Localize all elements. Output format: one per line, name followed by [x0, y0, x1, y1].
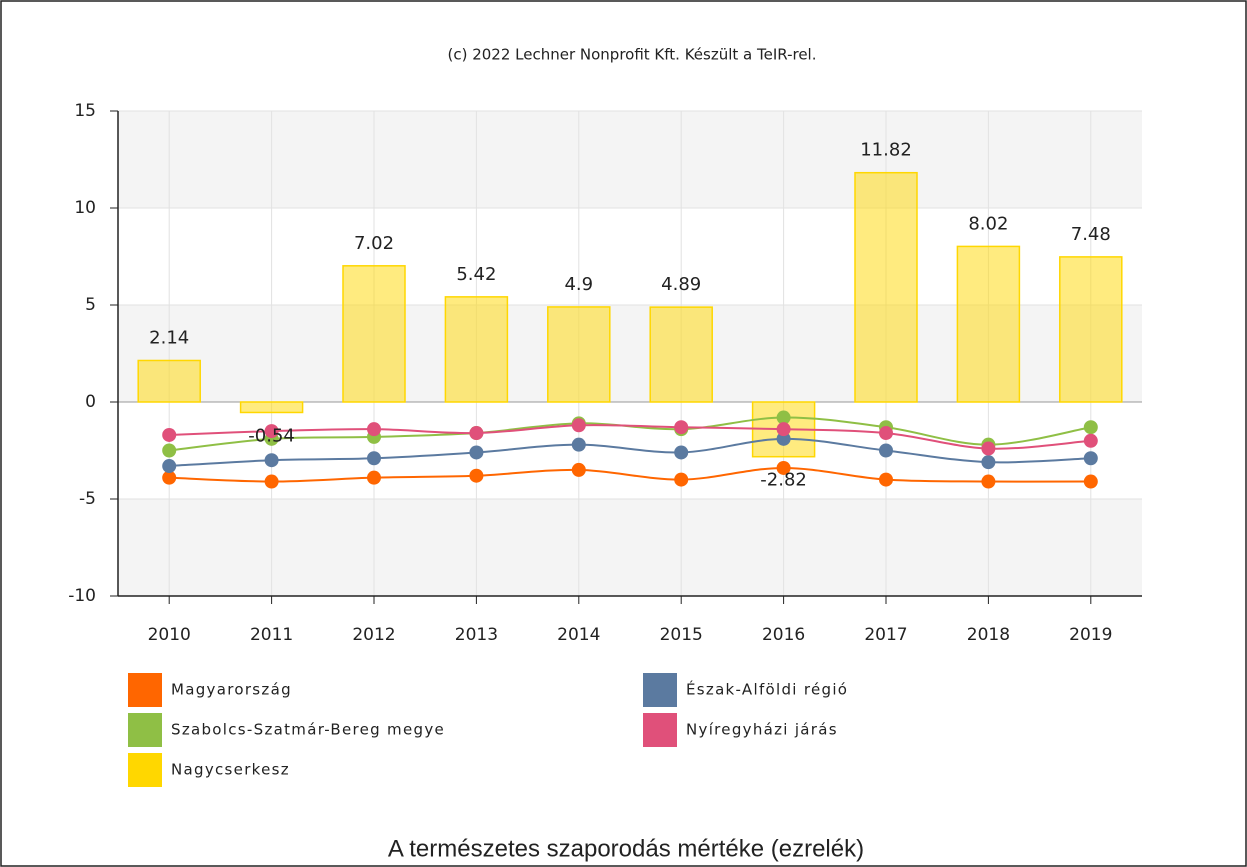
data-label: 11.82	[860, 140, 912, 161]
grid-band	[118, 111, 1142, 208]
data-label: -2.82	[760, 470, 807, 491]
point	[1083, 420, 1098, 435]
line	[169, 424, 1091, 450]
data-label: 7.48	[1071, 224, 1111, 245]
y-tick-label: -5	[79, 489, 96, 509]
legend-swatch	[128, 673, 162, 707]
point	[776, 460, 791, 475]
y-tick-label: 5	[85, 295, 96, 315]
y-tick-label: -10	[68, 586, 96, 606]
data-label: 4.9	[564, 274, 593, 295]
legend-label: Szabolcs-Szatmár-Bereg megye	[171, 721, 445, 739]
y-tick-label: 15	[74, 101, 96, 121]
point	[674, 420, 689, 435]
point	[1083, 474, 1098, 489]
point	[1083, 451, 1098, 466]
bar	[444, 296, 509, 403]
grid-band	[118, 402, 1142, 499]
line	[169, 437, 1091, 468]
data-label: 4.89	[661, 274, 701, 295]
x-tick-label: 2017	[864, 625, 907, 645]
point	[879, 426, 893, 441]
legend-swatch	[643, 673, 677, 707]
point	[162, 470, 177, 485]
point	[674, 472, 689, 487]
point	[776, 431, 791, 446]
y-tick-label: 10	[74, 198, 96, 218]
point	[469, 426, 484, 441]
bar	[239, 401, 304, 414]
y-tick-label: 0	[85, 392, 96, 412]
x-tick-label: 2018	[967, 625, 1010, 645]
data-label: 8.02	[968, 213, 1008, 234]
point	[776, 422, 791, 437]
legend-label: Nyíregyházi járás	[686, 721, 838, 739]
x-tick-label: 2010	[148, 625, 191, 645]
grid-band	[118, 499, 1142, 596]
data-label: 7.02	[354, 233, 394, 254]
point	[1083, 433, 1098, 448]
point	[469, 445, 484, 460]
x-tick-label: 2012	[352, 625, 395, 645]
legend-label: Magyarország	[171, 681, 292, 699]
point	[367, 470, 381, 485]
point	[571, 418, 586, 433]
credit: (c) 2022 Lechner Nonprofit Kft. Készült …	[447, 46, 816, 64]
legend-swatch	[128, 713, 162, 747]
point	[981, 455, 996, 470]
legend-swatch	[643, 713, 677, 747]
point	[162, 427, 177, 442]
point	[469, 468, 484, 483]
legend-label: Nagycserkesz	[171, 761, 290, 779]
point	[879, 443, 893, 458]
point	[367, 422, 381, 437]
bar	[547, 306, 611, 403]
line	[169, 466, 1091, 483]
data-label: -0.54	[248, 425, 295, 446]
legend-swatch	[128, 753, 162, 787]
point	[674, 445, 689, 460]
point	[981, 474, 996, 489]
point	[879, 472, 893, 487]
data-label: 2.14	[149, 327, 189, 348]
bar	[1059, 256, 1123, 403]
point	[264, 453, 279, 468]
point	[367, 451, 381, 466]
point	[162, 443, 177, 458]
point	[571, 462, 586, 477]
point	[264, 474, 279, 489]
bar	[649, 306, 713, 403]
point	[571, 437, 586, 452]
data-label: 5.42	[456, 264, 496, 285]
point	[776, 410, 791, 425]
chart-title: A természetes szaporodás mértéke (ezrelé…	[388, 835, 864, 862]
point	[162, 459, 177, 474]
x-tick-label: 2011	[250, 625, 293, 645]
bar	[956, 245, 1021, 403]
x-tick-label: 2019	[1069, 625, 1112, 645]
point	[264, 424, 279, 439]
x-tick-label: 2015	[660, 625, 703, 645]
x-tick-label: 2014	[557, 625, 600, 645]
legend-label: Észak-Alföldi régió	[686, 680, 848, 699]
bar	[342, 265, 406, 403]
bar	[854, 171, 918, 403]
x-tick-label: 2013	[455, 625, 498, 645]
bar	[137, 359, 201, 403]
x-tick-label: 2016	[762, 625, 805, 645]
point	[981, 441, 996, 456]
